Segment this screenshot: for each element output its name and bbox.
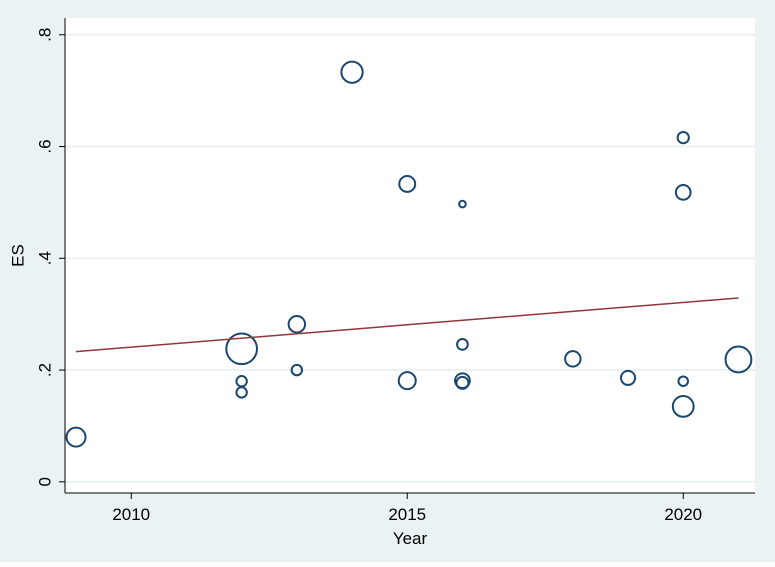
- x-tick-label: 2015: [388, 505, 426, 524]
- data-point: [619, 369, 637, 386]
- y-tick-label: .6: [36, 139, 55, 153]
- data-point: [340, 60, 364, 84]
- data-point: [65, 426, 87, 448]
- x-tick-label: 2020: [664, 505, 702, 524]
- axis-ticks: 0 .2 .4 .6 .8 2010 2015 2020: [36, 28, 703, 524]
- x-tick-label: 2010: [112, 505, 150, 524]
- data-point: [235, 386, 248, 399]
- y-tick-label: 0: [36, 477, 55, 486]
- data-point: [676, 130, 690, 145]
- y-axis-label: ES: [9, 244, 28, 267]
- data-point: [456, 337, 469, 351]
- y-tick-label: .8: [36, 28, 55, 42]
- data-point: [290, 363, 304, 377]
- plot-area: [65, 18, 755, 493]
- y-tick-label: .4: [36, 251, 55, 265]
- data-point: [397, 371, 417, 391]
- data-point: [398, 175, 417, 193]
- data-points: [65, 60, 753, 448]
- data-point: [458, 199, 467, 209]
- y-tick-label: .2: [36, 363, 55, 377]
- data-point: [455, 375, 470, 390]
- gridlines: [65, 33, 755, 483]
- data-point: [225, 332, 258, 366]
- data-point: [671, 394, 695, 418]
- data-point: [287, 315, 307, 334]
- data-point: [724, 345, 753, 374]
- data-point: [677, 375, 689, 387]
- data-point: [564, 350, 582, 368]
- fit-line: [75, 297, 739, 353]
- data-point: [674, 183, 692, 201]
- x-axis-label: Year: [393, 529, 428, 548]
